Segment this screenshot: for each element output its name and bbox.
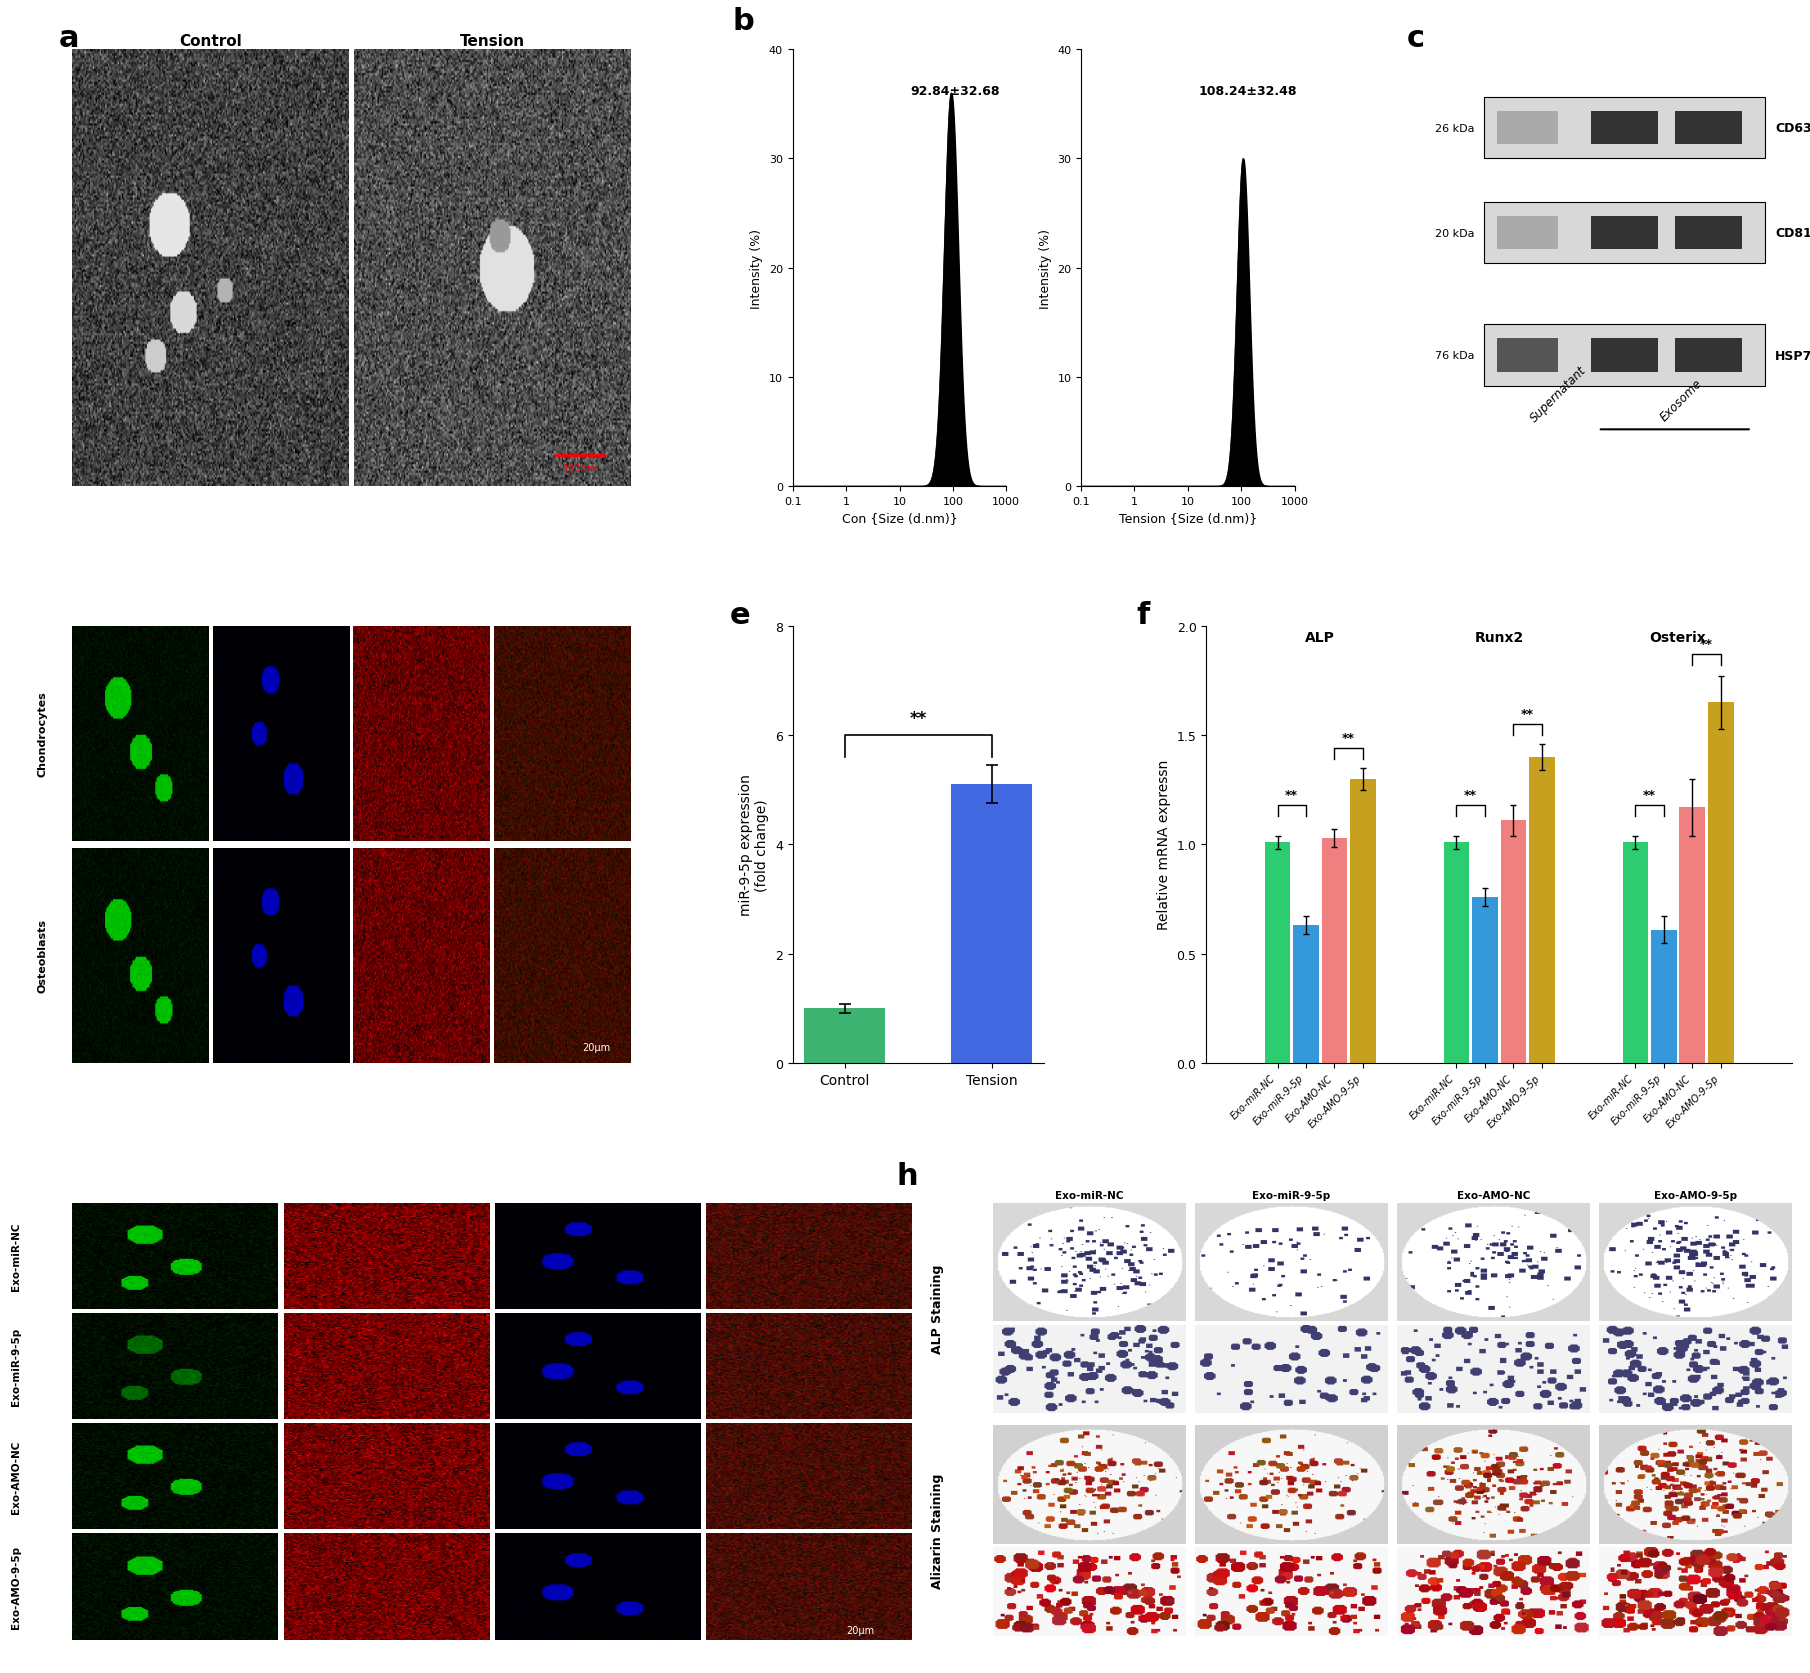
- Bar: [1622, 843, 1649, 1062]
- Bar: [1484, 325, 1765, 386]
- Bar: [1350, 780, 1376, 1062]
- Title: DAPI: DAPI: [583, 1193, 612, 1203]
- Text: Alizarin Staining: Alizarin Staining: [930, 1474, 943, 1588]
- Text: Osterix: Osterix: [1649, 631, 1707, 644]
- Text: 108.24±32.48: 108.24±32.48: [1198, 85, 1298, 99]
- Title: Exo-AMO-9-5p: Exo-AMO-9-5p: [1654, 1191, 1738, 1201]
- Text: Exo-AMO-9-5p: Exo-AMO-9-5p: [11, 1544, 22, 1628]
- Text: Chondrocytes: Chondrocytes: [38, 691, 47, 776]
- Title: Phalloidin: Phalloidin: [357, 1193, 416, 1203]
- Text: 20µm: 20µm: [583, 1042, 610, 1052]
- Text: e: e: [729, 601, 751, 629]
- Text: **: **: [910, 709, 927, 728]
- Bar: [1674, 217, 1741, 251]
- Bar: [1484, 202, 1765, 264]
- Bar: [1497, 112, 1558, 146]
- Text: HSP70: HSP70: [1776, 350, 1810, 363]
- Text: **: **: [1464, 788, 1477, 801]
- Y-axis label: miR-9-5p expression
(fold change): miR-9-5p expression (fold change): [738, 775, 769, 915]
- Title: DiO: DiO: [129, 616, 152, 626]
- X-axis label: Con {Size (d.nm)}: Con {Size (d.nm)}: [842, 512, 957, 525]
- Text: Exo-miR-9-5p: Exo-miR-9-5p: [11, 1327, 22, 1405]
- Text: Supernatant: Supernatant: [1528, 363, 1589, 425]
- Text: 100nm: 100nm: [563, 463, 597, 473]
- Title: Control: Control: [179, 33, 243, 49]
- Text: ALP: ALP: [1305, 631, 1336, 644]
- Text: 76 kDa: 76 kDa: [1435, 351, 1473, 361]
- Title: Runx2: Runx2: [157, 1193, 194, 1203]
- Text: Exo-AMO-NC: Exo-AMO-NC: [11, 1439, 22, 1512]
- Text: Runx2: Runx2: [1475, 631, 1524, 644]
- Text: Osteoblasts: Osteoblasts: [38, 918, 47, 992]
- Text: **: **: [1643, 788, 1656, 801]
- Bar: [1674, 340, 1741, 373]
- X-axis label: Tension {Size (d.nm)}: Tension {Size (d.nm)}: [1119, 512, 1256, 525]
- Text: ALP Staining: ALP Staining: [930, 1263, 943, 1353]
- Title: Exo-AMO-NC: Exo-AMO-NC: [1457, 1191, 1529, 1201]
- Text: **: **: [1285, 788, 1298, 801]
- Title: Phalloidin: Phalloidin: [391, 616, 452, 626]
- Text: CD63: CD63: [1776, 122, 1810, 136]
- Bar: [1497, 217, 1558, 251]
- Text: c: c: [1406, 23, 1424, 54]
- Text: h: h: [896, 1161, 918, 1191]
- Title: Exo-miR-9-5p: Exo-miR-9-5p: [1253, 1191, 1330, 1201]
- Bar: [952, 785, 1032, 1062]
- Text: CD81: CD81: [1776, 228, 1810, 239]
- Y-axis label: Intensity (%): Intensity (%): [751, 229, 764, 308]
- Text: 20µm: 20µm: [845, 1624, 874, 1635]
- Bar: [1591, 340, 1658, 373]
- Y-axis label: Intensity (%): Intensity (%): [1039, 229, 1052, 308]
- Bar: [1292, 925, 1319, 1062]
- Text: Exo-miR-NC: Exo-miR-NC: [11, 1221, 22, 1290]
- Bar: [1500, 821, 1526, 1062]
- Text: 26 kDa: 26 kDa: [1435, 124, 1473, 134]
- Text: a: a: [58, 23, 80, 54]
- Bar: [1680, 808, 1705, 1062]
- Bar: [1497, 340, 1558, 373]
- Bar: [1591, 112, 1658, 146]
- Text: Exosome: Exosome: [1658, 376, 1705, 425]
- Bar: [1651, 930, 1676, 1062]
- Bar: [1444, 843, 1470, 1062]
- Bar: [1674, 112, 1741, 146]
- Bar: [1709, 703, 1734, 1062]
- Title: Exo-miR-NC: Exo-miR-NC: [1055, 1191, 1124, 1201]
- Text: f: f: [1137, 601, 1149, 629]
- Bar: [1529, 758, 1555, 1062]
- Title: Tension: Tension: [460, 33, 525, 49]
- Bar: [804, 1009, 885, 1062]
- Text: **: **: [1520, 708, 1535, 721]
- Y-axis label: Relative mRNA expressn: Relative mRNA expressn: [1157, 760, 1171, 930]
- Text: **: **: [1343, 731, 1356, 744]
- Bar: [1265, 843, 1291, 1062]
- Bar: [1472, 897, 1497, 1062]
- Title: DAPI: DAPI: [266, 616, 297, 626]
- Text: 20 kDa: 20 kDa: [1435, 229, 1473, 239]
- Title: Merge: Merge: [543, 616, 581, 626]
- Text: 92.84±32.68: 92.84±32.68: [910, 85, 999, 99]
- Bar: [1321, 838, 1347, 1062]
- Text: b: b: [733, 7, 755, 35]
- Title: Merge: Merge: [789, 1193, 827, 1203]
- Bar: [1484, 99, 1765, 159]
- Bar: [1591, 217, 1658, 251]
- Text: **: **: [1700, 637, 1712, 651]
